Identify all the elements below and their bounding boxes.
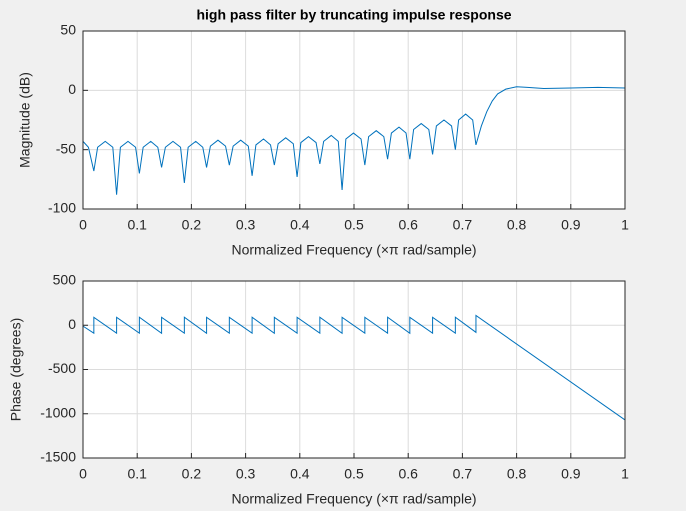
y-tick-label: 0 bbox=[68, 81, 76, 97]
y-tick-label: -1500 bbox=[40, 449, 76, 465]
chart-title: high pass filter by truncating impulse r… bbox=[196, 7, 511, 23]
x-tick-label: 1 bbox=[621, 217, 629, 233]
x-tick-label: 0.2 bbox=[182, 217, 202, 233]
y-tick-label: -100 bbox=[48, 200, 76, 216]
x-tick-label: 0.1 bbox=[127, 217, 147, 233]
y-axis-label: Magnitude (dB) bbox=[17, 72, 33, 168]
x-tick-label: 0.8 bbox=[507, 217, 527, 233]
x-tick-label: 0.9 bbox=[561, 217, 581, 233]
y-axis-label: Phase (degrees) bbox=[8, 318, 24, 422]
x-axis-label: Normalized Frequency (×π rad/sample) bbox=[231, 242, 476, 258]
x-tick-label: 0.5 bbox=[344, 466, 364, 482]
x-tick-label: 0.4 bbox=[290, 217, 310, 233]
x-tick-label: 0.3 bbox=[236, 466, 256, 482]
x-tick-label: 0.9 bbox=[561, 466, 581, 482]
data-line bbox=[82, 314, 626, 421]
x-tick-label: 0.5 bbox=[344, 217, 364, 233]
y-tick-label: -1000 bbox=[40, 404, 76, 420]
x-tick-label: 0.7 bbox=[453, 466, 473, 482]
x-tick-label: 0.7 bbox=[453, 217, 473, 233]
x-tick-label: 0.1 bbox=[127, 466, 147, 482]
data-line bbox=[82, 86, 626, 195]
x-tick-label: 1 bbox=[621, 466, 629, 482]
x-tick-label: 0.4 bbox=[290, 466, 310, 482]
x-tick-label: 0 bbox=[79, 217, 87, 233]
x-tick-label: 0.2 bbox=[182, 466, 202, 482]
axes-box bbox=[82, 280, 626, 459]
axes-box bbox=[82, 30, 626, 210]
y-tick-label: 500 bbox=[53, 272, 77, 288]
y-tick-label: -50 bbox=[56, 140, 76, 156]
x-tick-label: 0.3 bbox=[236, 217, 256, 233]
x-tick-label: 0.6 bbox=[398, 466, 418, 482]
x-tick-label: 0 bbox=[79, 466, 87, 482]
x-axis-label: Normalized Frequency (×π rad/sample) bbox=[231, 491, 476, 507]
y-tick-label: -500 bbox=[48, 360, 76, 376]
y-tick-label: 0 bbox=[68, 316, 76, 332]
x-tick-label: 0.8 bbox=[507, 466, 527, 482]
x-tick-label: 0.6 bbox=[398, 217, 418, 233]
y-tick-label: 50 bbox=[60, 22, 76, 38]
